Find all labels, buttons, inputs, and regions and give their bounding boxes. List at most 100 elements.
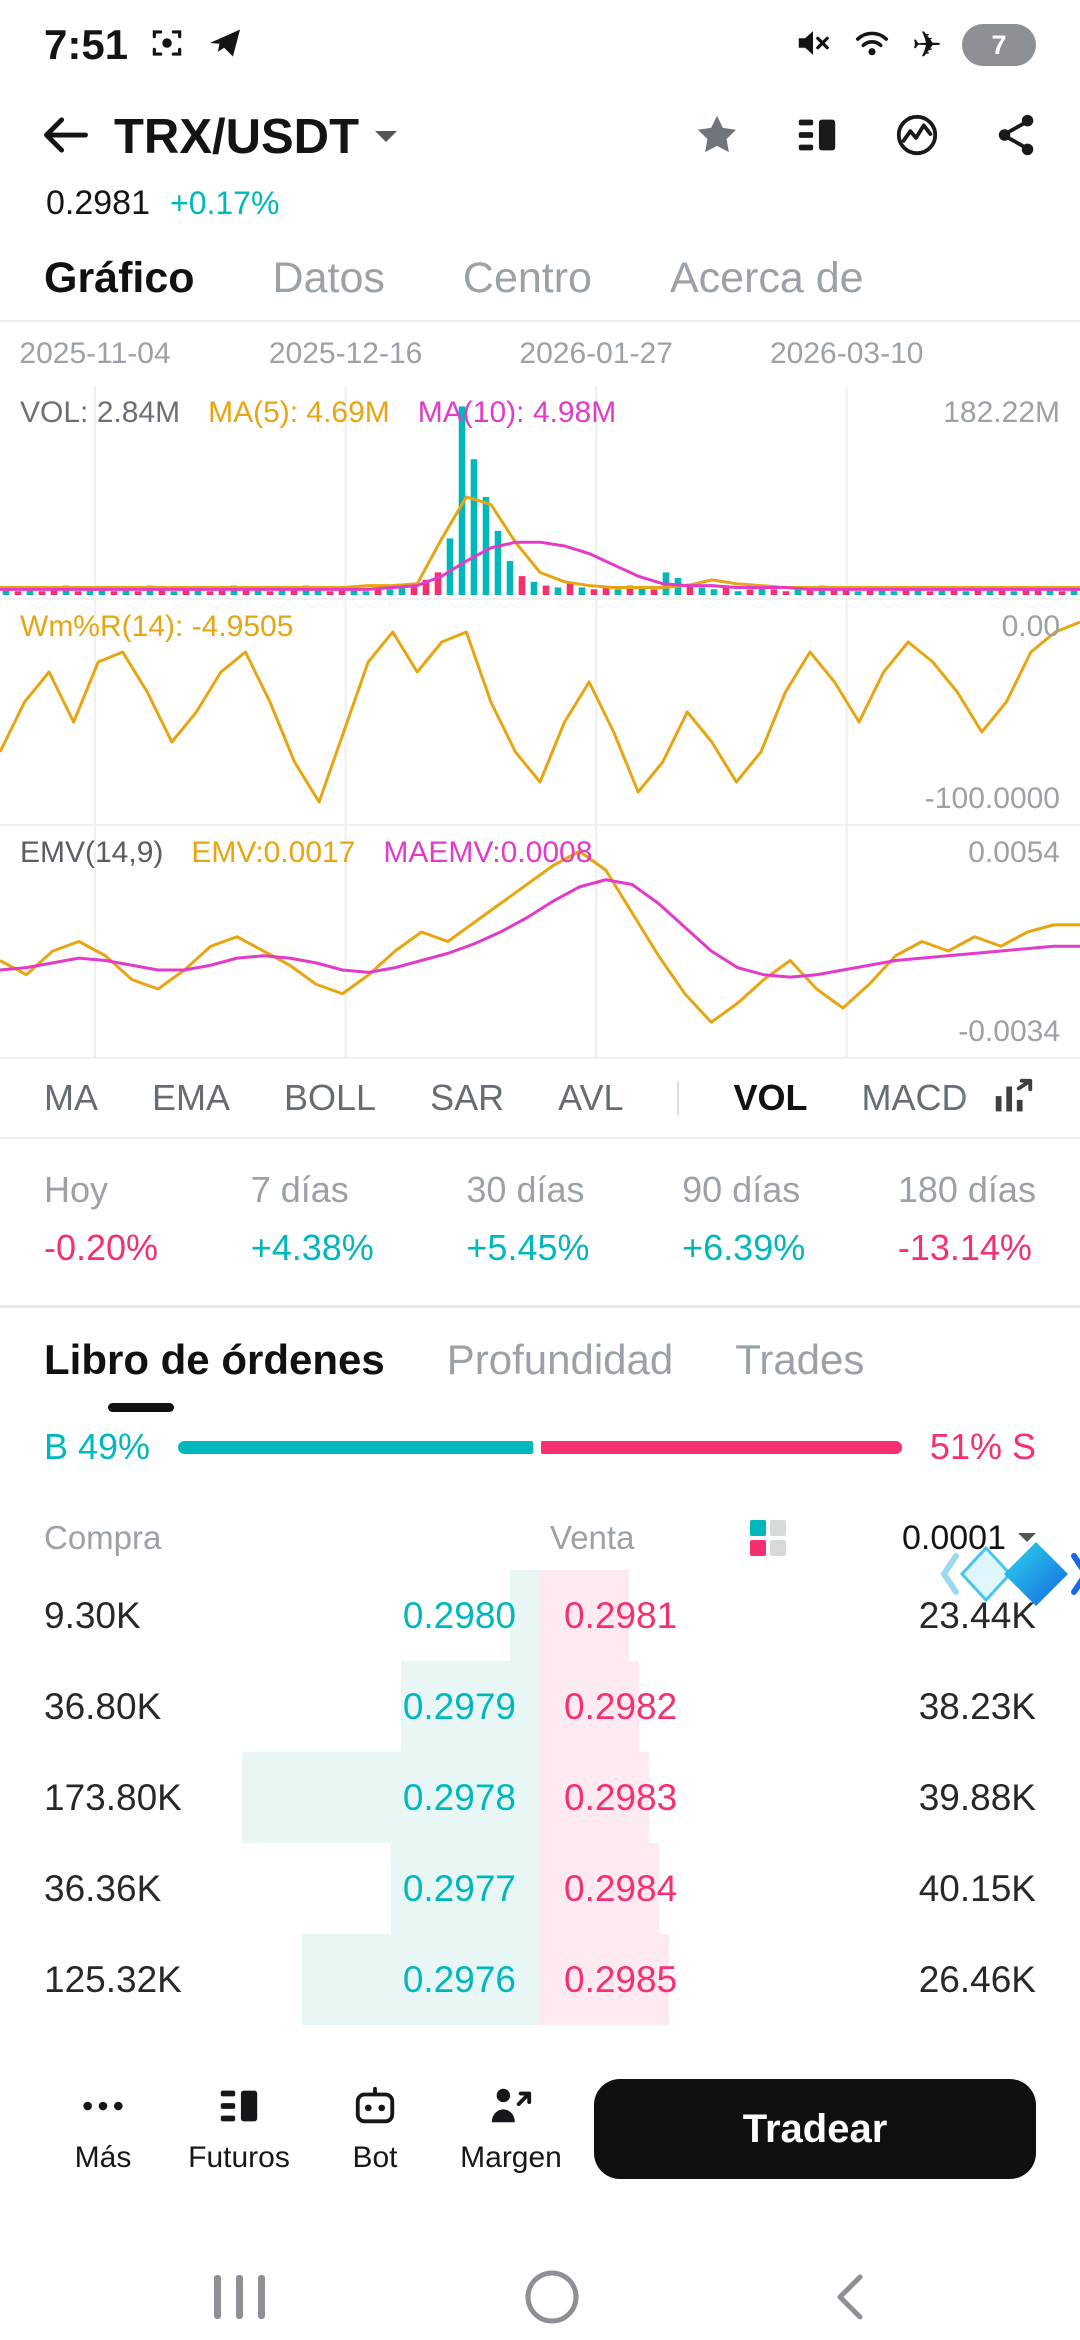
airplane-mode-icon: ✈ (911, 24, 942, 65)
orderbook-layout-icon[interactable] (750, 1520, 786, 1556)
bottom-action-bar: Más Futuros Bot Margen Tradear (0, 2025, 1080, 2233)
emv-panel[interactable]: EMV(14,9) EMV:0.0017 MAEMV:0.0008 0.0054… (0, 826, 1080, 1059)
buy-price[interactable]: 0.2977 (402, 1867, 516, 1909)
kline-alert-icon[interactable] (894, 112, 940, 163)
indicator-ema[interactable]: EMA (152, 1077, 231, 1118)
orderbook-row[interactable]: 173.80K 0.2978 0.2983 39.88K (44, 1752, 1036, 1843)
perf-value: +5.45% (466, 1227, 590, 1268)
buy-depth-bar (242, 1752, 540, 1843)
volume-panel[interactable]: VOL: 2.84M MA(5): 4.69M MA(10): 4.98M 18… (0, 386, 1080, 600)
emv-top-label: 0.0054 (968, 836, 1060, 869)
home-button[interactable] (520, 2265, 584, 2334)
share-icon[interactable] (994, 112, 1040, 163)
sell-price[interactable]: 0.2985 (564, 1958, 678, 2000)
orderbook-row[interactable]: 36.80K 0.2979 0.2982 38.23K (44, 1661, 1036, 1752)
buy-amount: 125.32K (44, 1958, 182, 2000)
header: TRX/USDT (0, 90, 1080, 184)
wr-legend: Wm%R(14): -4.9505 (20, 610, 293, 644)
tab-acerca-de[interactable]: Acerca de (669, 253, 864, 302)
trade-button[interactable]: Tradear (594, 2079, 1036, 2179)
tab-libro-de-ordenes[interactable]: Libro de órdenes (44, 1336, 385, 1412)
sell-depth-bar (540, 1934, 669, 2025)
favorite-star-icon[interactable] (694, 112, 740, 163)
tab-datos[interactable]: Datos (272, 253, 385, 302)
tab-centro[interactable]: Centro (462, 253, 592, 302)
performance-summary: Hoy -0.20% 7 días +4.38% 30 días +5.45% … (0, 1139, 1080, 1308)
buy-price[interactable]: 0.2979 (402, 1685, 516, 1727)
vol-ma5-label: MA(5): 4.69M (208, 396, 390, 429)
wr-top-label: 0.00 (1001, 610, 1060, 643)
android-nav-bar (0, 2233, 1080, 2340)
indicator-ma[interactable]: MA (44, 1077, 98, 1118)
perf-hoy: Hoy -0.20% (44, 1169, 159, 1268)
perf-value: -0.20% (44, 1227, 159, 1268)
buy-price[interactable]: 0.2978 (402, 1776, 516, 1818)
event-floating-widget[interactable] (940, 1532, 1080, 1621)
perf-7d: 7 días +4.38% (250, 1169, 374, 1268)
emv-name-label: EMV(14,9) (20, 836, 164, 869)
pair-selector-caret-icon[interactable] (375, 131, 397, 153)
indicator-boll[interactable]: BOLL (284, 1077, 377, 1118)
chart-settings-icon[interactable] (960, 1059, 1080, 1137)
chart-area[interactable]: 2025-11-04 2025-12-16 2026-01-27 2026-03… (0, 320, 1080, 1059)
status-bar: 7:51 ✈ 7 (0, 0, 1080, 90)
sell-amount: 26.46K (918, 1958, 1036, 2000)
sell-depth-bar (540, 1661, 640, 1752)
sell-amount: 23.44K (918, 1594, 1036, 1636)
perf-value: -13.14% (897, 1227, 1032, 1268)
date-tick: 2026-03-10 (769, 337, 924, 370)
williams-r-panel[interactable]: Wm%R(14): -4.9505 0.00 -100.0000 (0, 600, 1080, 826)
recents-button[interactable] (200, 2269, 280, 2330)
screen-record-icon (148, 24, 186, 67)
indicator-sar[interactable]: SAR (430, 1077, 505, 1118)
date-tick: 2025-11-04 (19, 337, 171, 370)
indicator-avl[interactable]: AVL (558, 1077, 624, 1118)
tab-grafico[interactable]: Gráfico (44, 253, 195, 302)
buy-amount: 9.30K (44, 1594, 141, 1636)
orderbook-ledger-icon[interactable] (794, 112, 840, 163)
emv-bottom-label: -0.0034 (958, 1015, 1060, 1048)
bot-icon (355, 2086, 395, 2124)
vol-value-label: VOL: 2.84M (20, 396, 181, 429)
buy-ratio-fill (178, 1440, 533, 1454)
sell-amount: 40.15K (918, 1867, 1036, 1909)
williams-r-chart[interactable] (0, 600, 1080, 824)
tick-caret-icon (1018, 1533, 1036, 1551)
back-nav-button[interactable] (824, 2269, 880, 2330)
buy-price[interactable]: 0.2980 (402, 1594, 516, 1636)
buy-amount: 173.80K (44, 1776, 182, 1818)
margin-icon (491, 2088, 532, 2123)
sell-price[interactable]: 0.2982 (564, 1685, 678, 1727)
more-button[interactable]: Más (44, 2083, 162, 2175)
pair-title[interactable]: TRX/USDT (114, 110, 359, 164)
orderbook-row[interactable]: 125.32K 0.2976 0.2985 26.46K (44, 1934, 1036, 2025)
sell-price[interactable]: 0.2981 (564, 1594, 678, 1636)
emv-chart[interactable] (0, 826, 1080, 1057)
emv-value-label: EMV:0.0017 (191, 836, 356, 869)
buy-depth-bar (401, 1661, 540, 1752)
battery-indicator: 7 (962, 24, 1036, 66)
indicator-macd[interactable]: MACD (861, 1077, 968, 1118)
emv-legend: EMV(14,9) EMV:0.0017 MAEMV:0.0008 (20, 836, 592, 870)
sell-price[interactable]: 0.2984 (564, 1867, 678, 1909)
sell-depth-bar (540, 1570, 630, 1661)
indicator-tabs: MA EMA BOLL SAR AVL VOL MACD K (0, 1059, 1080, 1139)
bot-button[interactable]: Bot (316, 2083, 434, 2175)
wr-value-label: Wm%R(14): -4.9505 (20, 610, 294, 643)
tab-profundidad[interactable]: Profundidad (446, 1336, 674, 1383)
column-compra: Compra (44, 1519, 162, 1556)
orderbook-row[interactable]: 36.36K 0.2977 0.2984 40.15K (44, 1843, 1036, 1934)
indicator-vol[interactable]: VOL (733, 1077, 808, 1118)
buy-price[interactable]: 0.2976 (402, 1958, 516, 2000)
sell-price[interactable]: 0.2983 (564, 1776, 678, 1818)
wifi-icon (852, 24, 892, 67)
tab-trades[interactable]: Trades (735, 1336, 865, 1383)
futures-button[interactable]: Futuros (180, 2083, 298, 2175)
volume-chart[interactable] (0, 386, 1080, 598)
orderbook-rows: 9.30K 0.2980 0.2981 23.44K 36.80K 0.2979… (44, 1570, 1036, 2025)
column-venta: Venta (550, 1519, 635, 1556)
back-button[interactable] (40, 109, 92, 166)
margin-button[interactable]: Margen (452, 2083, 570, 2175)
buy-depth-bar (391, 1843, 540, 1934)
orderbook-row[interactable]: 9.30K 0.2980 0.2981 23.44K (44, 1570, 1036, 1661)
